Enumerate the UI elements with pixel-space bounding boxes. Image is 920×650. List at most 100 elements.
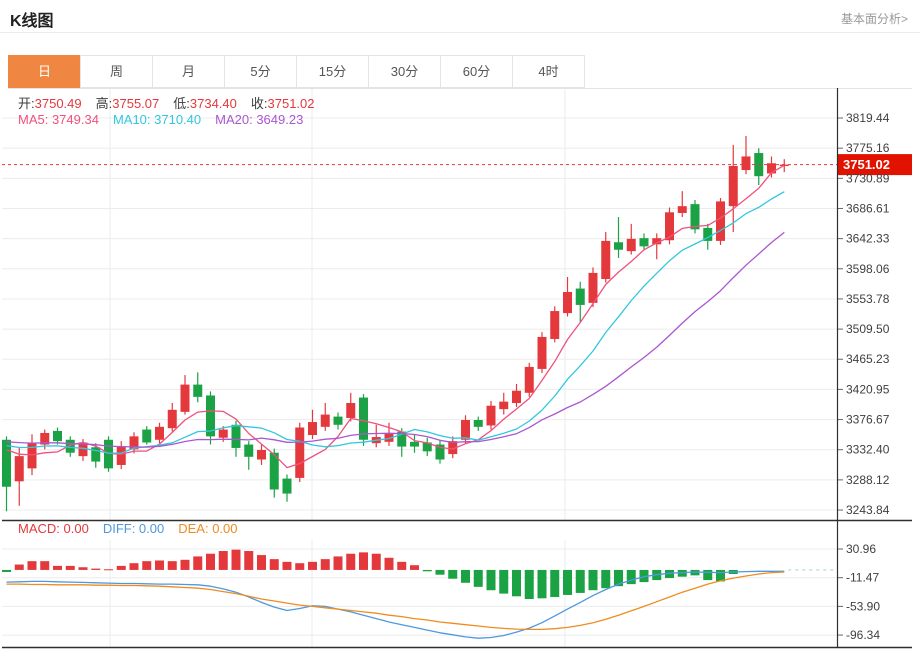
ma-legend-item: MA5: 3749.34 bbox=[18, 112, 99, 127]
candle-up bbox=[129, 436, 139, 450]
macd-bar-positive bbox=[91, 568, 101, 570]
main-axis-label: 3465.23 bbox=[846, 352, 890, 366]
main-axis-label: 3288.12 bbox=[846, 473, 890, 487]
macd-legend-item: DIFF: 0.00 bbox=[102, 521, 165, 536]
macd-bar-negative bbox=[639, 569, 649, 583]
tab-4hour[interactable]: 4时 bbox=[512, 55, 585, 88]
macd-bar-positive bbox=[40, 561, 50, 570]
page-title: K线图 bbox=[10, 13, 54, 30]
ma-lines bbox=[6, 164, 785, 469]
candle-down bbox=[690, 204, 700, 230]
macd-histogram bbox=[2, 549, 738, 600]
ohlc-item: 高:3755.07 bbox=[95, 96, 160, 111]
macd-bar-negative bbox=[677, 569, 687, 577]
candles-group bbox=[2, 136, 789, 512]
candle-up bbox=[346, 402, 356, 418]
candle-up bbox=[486, 405, 496, 426]
macd-bar-positive bbox=[129, 563, 139, 570]
main-axis-label: 3819.44 bbox=[846, 111, 890, 125]
macd-bar-positive bbox=[308, 561, 317, 570]
main-axis-label: 3243.84 bbox=[846, 503, 890, 517]
ma20-line bbox=[6, 231, 785, 448]
tab-week[interactable]: 周 bbox=[80, 55, 153, 88]
macd-bar-positive bbox=[257, 555, 266, 570]
fundamental-analysis-link[interactable]: 基本面分析> bbox=[840, 12, 908, 26]
candle-down bbox=[473, 420, 483, 427]
macd-bar-positive bbox=[346, 553, 356, 570]
candle-down bbox=[269, 452, 279, 490]
macd-bar-negative bbox=[665, 569, 674, 579]
candle-up bbox=[537, 336, 547, 369]
candle-down bbox=[193, 384, 203, 397]
macd-bar-negative bbox=[461, 569, 470, 583]
macd-bar-positive bbox=[53, 565, 62, 570]
macd-bar-positive bbox=[65, 565, 75, 570]
macd-bar-positive bbox=[142, 561, 152, 570]
candle-down bbox=[410, 441, 419, 447]
main-axis-label: 3642.33 bbox=[846, 232, 890, 246]
candle-down bbox=[703, 227, 713, 241]
macd-bar-negative bbox=[626, 569, 636, 585]
tab-60min[interactable]: 60分 bbox=[440, 55, 513, 88]
macd-bar-positive bbox=[116, 565, 126, 570]
candle-up bbox=[601, 240, 611, 280]
diff-line bbox=[6, 570, 785, 639]
macd-bar-negative bbox=[486, 569, 496, 591]
candle-down bbox=[91, 447, 101, 462]
macd-grid bbox=[2, 540, 837, 647]
macd-bar-positive bbox=[14, 564, 24, 570]
candle-up bbox=[741, 156, 751, 171]
candle-up bbox=[218, 429, 228, 438]
candle-down bbox=[65, 439, 75, 453]
candle-up bbox=[626, 238, 636, 252]
macd-bar-negative bbox=[601, 569, 611, 589]
candle-up bbox=[167, 409, 177, 429]
candle-up bbox=[652, 238, 662, 245]
candle-up bbox=[588, 272, 598, 303]
ohlc-item: 开:3750.49 bbox=[18, 96, 82, 111]
candle-down bbox=[359, 397, 368, 440]
tab-5min[interactable]: 5分 bbox=[224, 55, 297, 88]
macd-bar-positive bbox=[295, 563, 305, 570]
macd-bar-positive bbox=[218, 551, 228, 570]
candle-down bbox=[614, 242, 623, 250]
candle-up bbox=[384, 432, 394, 442]
candle-up bbox=[40, 432, 50, 445]
period-tabs: 日周月 5分 15分 30分 60分 4时 bbox=[8, 55, 585, 88]
ma5-line bbox=[6, 164, 785, 469]
macd-bar-positive bbox=[155, 560, 164, 570]
last-price-line: 3751.02 bbox=[2, 154, 912, 176]
main-axis-label: 3509.50 bbox=[846, 322, 890, 336]
tab-month[interactable]: 月 bbox=[152, 55, 225, 88]
macd-bar-negative bbox=[2, 569, 11, 572]
macd-bar-positive bbox=[333, 556, 343, 570]
tab-15min[interactable]: 15分 bbox=[296, 55, 369, 88]
macd-bar-negative bbox=[499, 569, 509, 594]
candle-up bbox=[116, 446, 126, 465]
macd-bar-negative bbox=[614, 569, 623, 587]
tab-30min[interactable]: 30分 bbox=[368, 55, 441, 88]
chart-frame bbox=[2, 88, 912, 649]
macd-bar-positive bbox=[78, 567, 88, 570]
header-divider bbox=[0, 32, 920, 33]
candle-down bbox=[244, 444, 254, 457]
macd-legend: MACD: 0.00 DIFF: 0.00 DEA: 0.00 bbox=[18, 521, 252, 536]
main-axis-label: 3553.78 bbox=[846, 292, 890, 306]
macd-bar-positive bbox=[244, 551, 254, 570]
macd-axis-label: 30.96 bbox=[846, 542, 876, 556]
candle-up bbox=[78, 442, 88, 457]
macd-bar-negative bbox=[512, 569, 521, 597]
main-axis-label: 3775.16 bbox=[846, 141, 890, 155]
tab-day[interactable]: 日 bbox=[8, 55, 81, 88]
main-axis-label: 3420.95 bbox=[846, 382, 890, 396]
candle-down bbox=[575, 288, 585, 305]
macd-bar-negative bbox=[448, 569, 458, 579]
macd-bar-positive bbox=[193, 556, 203, 570]
macd-legend-item: MACD: 0.00 bbox=[18, 521, 89, 536]
candle-down bbox=[435, 444, 445, 460]
candle-up bbox=[499, 401, 509, 410]
candle-up bbox=[308, 422, 317, 436]
macd-bar-positive bbox=[371, 553, 381, 570]
